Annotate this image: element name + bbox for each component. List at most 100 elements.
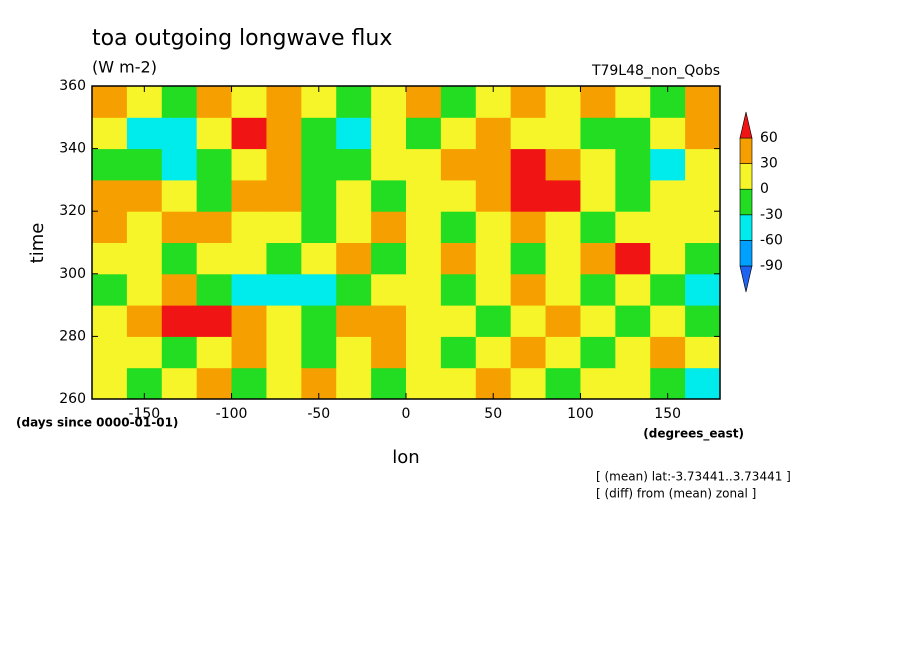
heat-cell	[126, 336, 163, 369]
heat-cell	[266, 336, 302, 369]
heat-cell	[301, 336, 337, 369]
heat-cell	[266, 211, 302, 243]
heat-cell	[196, 336, 233, 369]
heat-cell	[371, 305, 407, 337]
heat-cell	[685, 367, 721, 400]
heat-cell	[685, 211, 721, 243]
heat-cell	[580, 367, 616, 400]
heat-cell	[615, 117, 651, 150]
heat-cell	[371, 179, 407, 212]
heat-cell	[406, 86, 442, 118]
heat-cell	[440, 336, 477, 369]
heat-cell	[650, 179, 686, 212]
heat-cell	[371, 86, 407, 118]
heat-cell	[126, 273, 163, 306]
heat-cell	[231, 179, 267, 212]
heat-cell	[615, 305, 651, 337]
heat-cell	[301, 242, 337, 275]
heat-cell	[161, 117, 198, 150]
heat-cell	[440, 86, 477, 118]
y-tick-label: 280	[59, 328, 86, 344]
heat-cell	[371, 273, 407, 306]
heat-cell	[406, 367, 442, 400]
heat-cell	[161, 86, 198, 118]
heat-cell	[92, 117, 128, 150]
heat-cell	[475, 148, 512, 181]
x-axis-label: lon	[392, 447, 419, 468]
heat-cell	[545, 179, 581, 212]
colorbar: -90 -60 -30 0 30 60	[739, 111, 783, 293]
colorbar-label: 0	[760, 181, 769, 197]
heat-cell	[510, 179, 547, 212]
heat-cell	[475, 273, 512, 306]
heat-cell	[161, 211, 198, 243]
heat-cell	[545, 117, 581, 150]
colorbar-box	[739, 188, 753, 216]
y-tick-label: 340	[59, 141, 86, 157]
heat-cell	[650, 336, 686, 369]
heat-cell	[440, 305, 477, 337]
heat-cell	[580, 336, 616, 369]
heat-cell	[580, 179, 616, 212]
heat-cell	[231, 117, 267, 150]
heat-cell	[196, 367, 233, 400]
y-tick-label: 360	[59, 78, 86, 94]
heat-cell	[406, 305, 442, 337]
heat-cell	[336, 305, 372, 337]
heat-cell	[685, 148, 721, 181]
heat-cell	[92, 242, 128, 275]
heat-cell	[580, 117, 616, 150]
heat-cell	[440, 367, 477, 400]
heat-cell	[126, 179, 163, 212]
colorbar-box	[739, 240, 753, 267]
heat-cell	[510, 148, 547, 181]
heat-cell	[196, 305, 233, 337]
heat-cell	[196, 273, 233, 306]
heat-cell	[336, 211, 372, 243]
heat-cell	[266, 86, 302, 118]
note: [ (diff) from (mean) zonal ]	[596, 487, 756, 501]
heat-cell	[336, 367, 372, 400]
heat-cell	[440, 273, 477, 306]
heat-cell	[231, 242, 267, 275]
heat-cell	[231, 336, 267, 369]
heat-cell	[615, 367, 651, 400]
y-units: (days since 0000-01-01)	[16, 416, 178, 430]
heat-cell	[545, 242, 581, 275]
heat-cell	[406, 179, 442, 212]
heat-cell	[475, 211, 512, 243]
colorbar-high	[739, 111, 753, 139]
heat-cell	[266, 367, 302, 400]
heat-cell	[231, 211, 267, 243]
heat-cell	[161, 148, 198, 181]
heat-cell	[336, 336, 372, 369]
heat-cell	[161, 273, 198, 306]
heat-cell	[371, 211, 407, 243]
note: [ (mean) lat:-3.73441..3.73441 ]	[596, 470, 791, 484]
colorbar-label: -90	[760, 258, 783, 274]
heat-cell	[92, 86, 128, 118]
heat-cell	[650, 305, 686, 337]
heat-cell	[440, 117, 477, 150]
heat-cell	[510, 336, 547, 369]
heat-cell	[301, 305, 337, 337]
y-tick-label: 320	[59, 203, 86, 219]
heat-cell	[301, 179, 337, 212]
heat-cell	[650, 242, 686, 275]
heat-cell	[615, 179, 651, 212]
heat-cell	[301, 148, 337, 181]
x-tick-label: -100	[216, 406, 248, 422]
heat-cell	[475, 117, 512, 150]
y-tick-label: 260	[59, 391, 86, 407]
heat-cell	[126, 211, 163, 243]
heat-cell	[161, 242, 198, 275]
heat-cell	[615, 242, 651, 275]
colorbar-box	[739, 163, 753, 190]
heat-cell	[161, 179, 198, 212]
colorbar-box	[739, 137, 753, 164]
heat-cell	[580, 148, 616, 181]
run-label: T79L48_non_Qobs	[591, 63, 720, 79]
heat-cell	[545, 273, 581, 306]
heat-cell	[231, 148, 267, 181]
heat-cell	[231, 367, 267, 400]
